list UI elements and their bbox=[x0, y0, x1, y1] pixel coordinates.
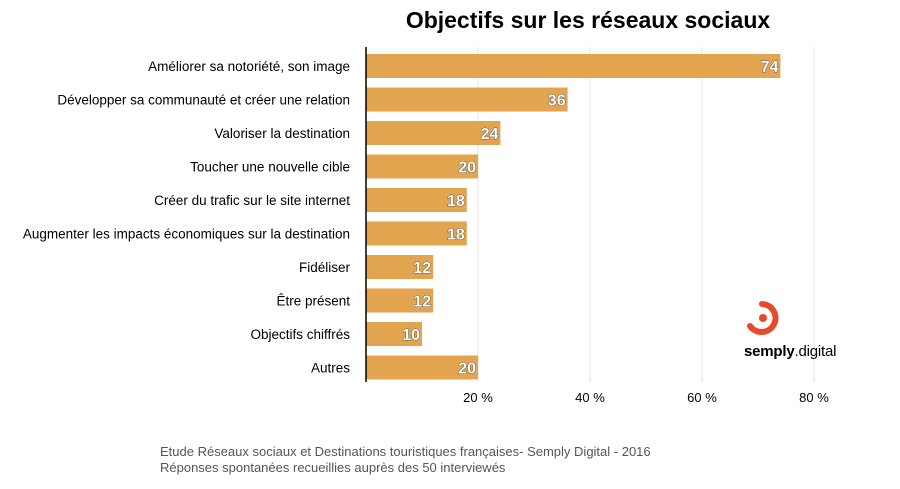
value-label: 24 bbox=[481, 126, 499, 143]
footer-line-1: Etude Réseaux sociaux et Destinations to… bbox=[160, 444, 651, 459]
value-labels: 74 36 24 20 18 18 12 12 10 20 bbox=[402, 59, 779, 378]
category-label: Toucher une nouvelle cible bbox=[190, 160, 350, 175]
brand-name-bold: semply bbox=[744, 343, 795, 360]
category-label: Créer du trafic sur le site internet bbox=[154, 193, 350, 208]
x-tick-label: 80 % bbox=[799, 390, 829, 405]
value-label: 74 bbox=[761, 59, 779, 76]
value-label: 12 bbox=[413, 260, 431, 277]
category-label: Être présent bbox=[276, 294, 350, 309]
grid-lines bbox=[477, 47, 815, 382]
footer-note: Etude Réseaux sociaux et Destinations to… bbox=[160, 444, 651, 476]
bar bbox=[366, 355, 478, 380]
bar bbox=[366, 188, 467, 212]
value-label: 12 bbox=[413, 294, 431, 311]
value-label: 18 bbox=[447, 193, 465, 210]
value-label: 18 bbox=[447, 227, 465, 244]
category-labels: Améliorer sa notoriété, son image Dévelop… bbox=[23, 59, 351, 376]
bar bbox=[366, 154, 478, 179]
category-label: Valoriser la destination bbox=[214, 126, 350, 141]
bar bbox=[366, 322, 422, 346]
brand-name: semply.digital bbox=[744, 343, 836, 360]
value-label: 10 bbox=[402, 327, 420, 344]
bar bbox=[366, 54, 781, 78]
bar bbox=[366, 221, 467, 246]
category-label: Développer sa communauté et créer une re… bbox=[57, 93, 350, 108]
brand-logo bbox=[742, 300, 852, 345]
bar bbox=[366, 121, 501, 145]
chart-title: Objectifs sur les réseaux sociaux bbox=[406, 7, 771, 33]
x-tick-label: 40 % bbox=[575, 390, 605, 405]
category-label: Fidéliser bbox=[299, 260, 351, 275]
x-tick-labels: 20 % 40 % 60 % 80 % bbox=[463, 390, 829, 405]
bar bbox=[366, 255, 434, 279]
value-label: 20 bbox=[458, 160, 476, 177]
semply-logo-icon bbox=[747, 301, 779, 335]
category-label: Améliorer sa notoriété, son image bbox=[148, 59, 350, 74]
x-tick-label: 20 % bbox=[463, 390, 493, 405]
category-label: Augmenter les impacts économiques sur la… bbox=[23, 227, 350, 242]
value-label: 20 bbox=[458, 361, 476, 378]
footer-line-2: Réponses spontanées recueillies auprès d… bbox=[160, 460, 506, 475]
bar bbox=[366, 87, 568, 112]
category-label: Objectifs chiffrés bbox=[250, 327, 350, 342]
x-tick-label: 60 % bbox=[687, 390, 717, 405]
brand-name-rest: .digital bbox=[794, 343, 837, 360]
bar bbox=[366, 288, 434, 313]
category-label: Autres bbox=[311, 361, 350, 376]
value-label: 36 bbox=[548, 93, 566, 110]
bars bbox=[366, 54, 781, 380]
